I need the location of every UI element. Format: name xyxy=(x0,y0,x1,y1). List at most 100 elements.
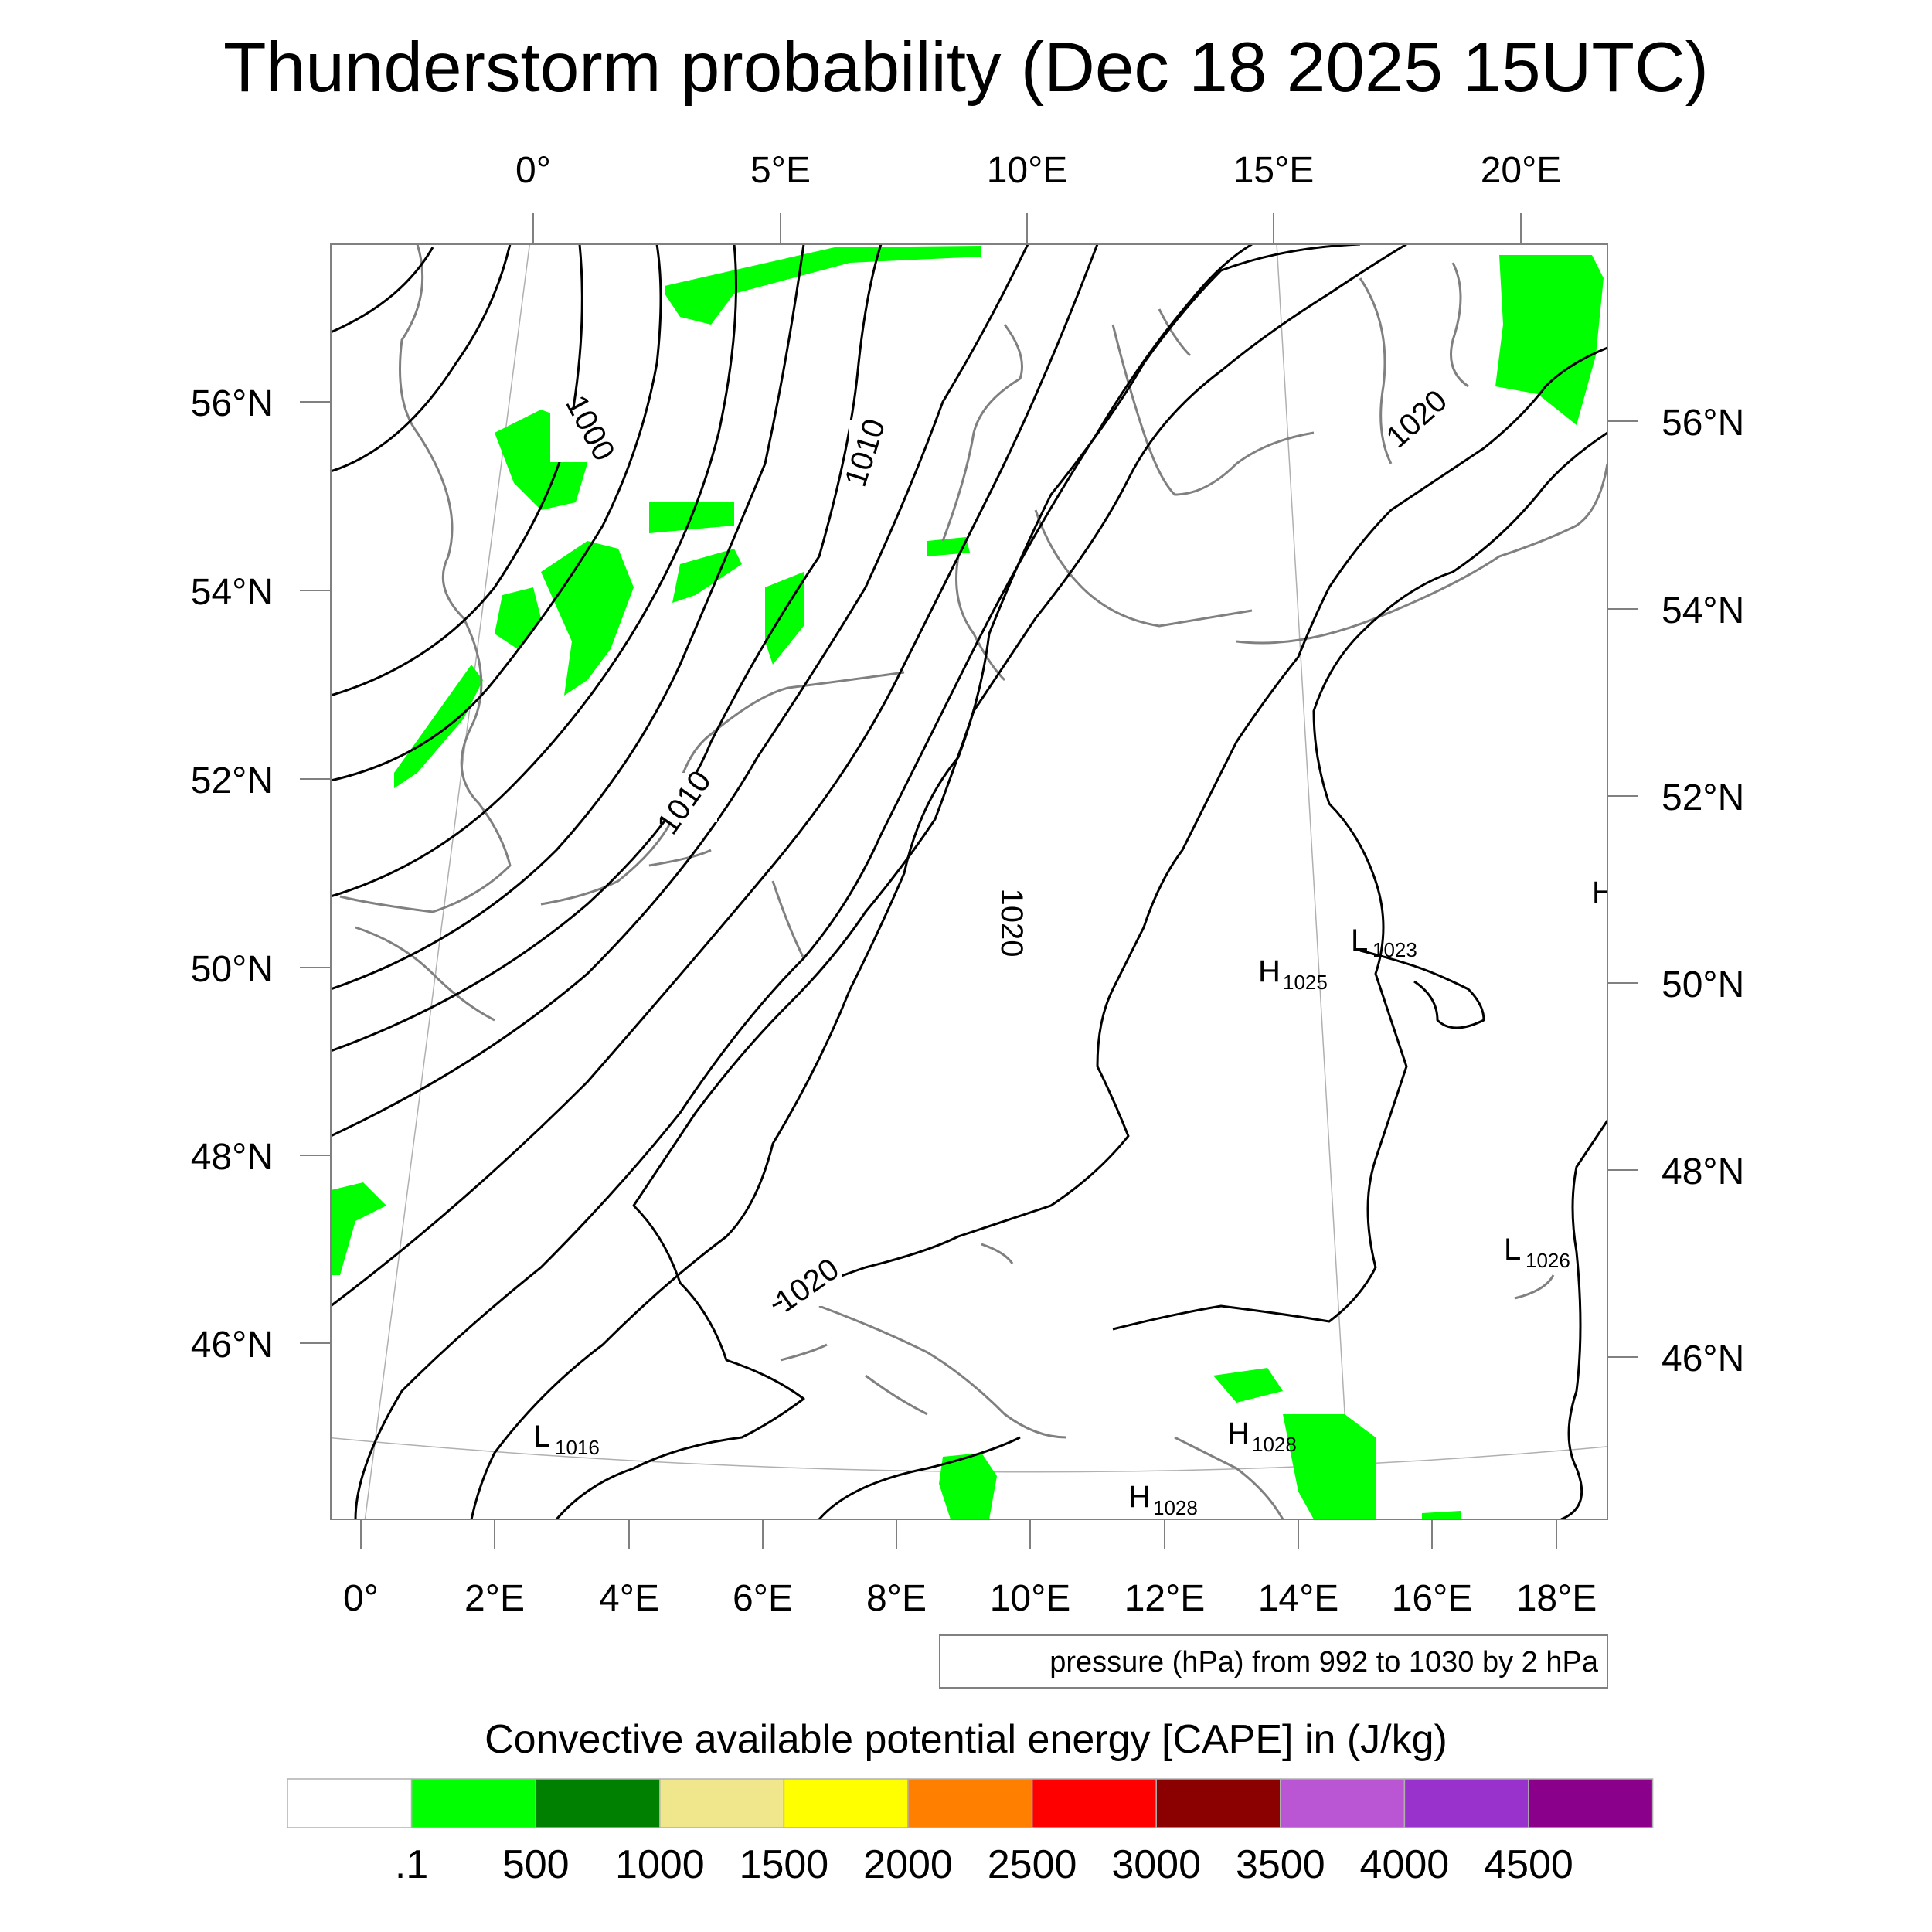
tick-label: 48°N xyxy=(1662,1151,1744,1192)
colorbar-label: 4000 xyxy=(1360,1842,1450,1887)
bottom-lon-axis xyxy=(360,1519,1557,1549)
high-center: H 1025 xyxy=(1258,954,1328,994)
colorbar-label: 4500 xyxy=(1484,1842,1573,1887)
colorbar-label: 3500 xyxy=(1236,1842,1325,1887)
isobars xyxy=(331,244,1607,1519)
isobar-label: 1020 xyxy=(995,889,1029,957)
tick-label: 54°N xyxy=(1662,590,1744,631)
colorbar-labels: .1 500 1000 1500 2000 2500 3000 3500 4000 4500 xyxy=(395,1842,1573,1887)
tick-label: 48°N xyxy=(191,1137,274,1178)
high-center: H xyxy=(1592,876,1614,910)
colorbar-box xyxy=(783,1778,909,1828)
colorbar-box xyxy=(1528,1778,1654,1828)
svg-text:1025: 1025 xyxy=(1283,971,1328,994)
map-content: 1000 1010 1020 1010 1020 1020 L 1023 xyxy=(331,244,1614,1519)
tick-label: 46°N xyxy=(1662,1338,1744,1379)
tick-label: 50°N xyxy=(1662,964,1744,1005)
pressure-centers: L 1023 H 1025 L 1026 L 1016 H 1028 xyxy=(533,876,1614,1519)
tick-label: 10°E xyxy=(987,150,1068,191)
coastlines xyxy=(339,244,1607,1519)
top-lon-labels: 0° 5°E 10°E 15°E 20°E xyxy=(515,150,1561,191)
cape-area xyxy=(665,246,981,325)
svg-text:1016: 1016 xyxy=(555,1436,600,1459)
contour-info-box: pressure (hPa) from 992 to 1030 by 2 hPa xyxy=(939,1634,1608,1689)
tick-label: 56°N xyxy=(1662,403,1744,444)
cape-area xyxy=(927,537,970,556)
tick-label: 6°E xyxy=(733,1578,793,1619)
svg-text:H: H xyxy=(1592,876,1614,910)
svg-text:1026: 1026 xyxy=(1526,1249,1570,1272)
cape-area xyxy=(495,587,541,649)
low-center: L 1016 xyxy=(533,1420,600,1459)
tick-label: 14°E xyxy=(1258,1578,1339,1619)
tick-label: 15°E xyxy=(1233,150,1315,191)
tick-label: 52°N xyxy=(191,760,274,801)
right-lat-labels: 56°N 54°N 52°N 50°N 48°N 46°N xyxy=(1662,403,1744,1379)
tick-label: 16°E xyxy=(1392,1578,1473,1619)
tick-label: 46°N xyxy=(191,1325,274,1366)
bottom-lon-labels: 0° 2°E 4°E 6°E 8°E 10°E 12°E 14°E 16°E 1… xyxy=(343,1578,1597,1619)
tick-label: 10°E xyxy=(990,1578,1071,1619)
colorbar-label: 500 xyxy=(502,1842,570,1887)
colorbar-label: 2000 xyxy=(863,1842,953,1887)
colorbar: Convective available potential energy [C… xyxy=(287,1717,1654,1887)
cape-area xyxy=(1495,255,1604,425)
colorbar-box xyxy=(535,1778,661,1828)
cape-area xyxy=(1213,1368,1283,1403)
tick-label: 4°E xyxy=(599,1578,659,1619)
high-center: H 1028 xyxy=(1128,1480,1198,1519)
colorbar-box xyxy=(659,1778,785,1828)
tick-label: 5°E xyxy=(750,150,811,191)
high-center: H 1028 xyxy=(1227,1417,1297,1456)
colorbar-label: .1 xyxy=(395,1842,428,1887)
tick-label: 18°E xyxy=(1516,1578,1597,1619)
map-panel: 1000 1010 1020 1010 1020 1020 L 1023 xyxy=(191,150,1745,1619)
tick-label: 56°N xyxy=(191,383,274,424)
svg-text:H: H xyxy=(1227,1417,1250,1451)
right-lat-axis xyxy=(1607,420,1638,1358)
cape-area xyxy=(331,1182,386,1275)
colorbar-boxes xyxy=(287,1778,1654,1828)
svg-text:1023: 1023 xyxy=(1372,938,1417,961)
tick-label: 12°E xyxy=(1124,1578,1206,1619)
colorbar-title: Convective available potential energy [C… xyxy=(485,1717,1447,1762)
tick-label: 0° xyxy=(343,1578,379,1619)
page-title: Thunderstorm probability (Dec 18 2025 15… xyxy=(223,29,1709,107)
tick-label: 54°N xyxy=(191,572,274,613)
colorbar-box xyxy=(287,1778,413,1828)
tick-label: 8°E xyxy=(866,1578,927,1619)
svg-text:H: H xyxy=(1258,954,1281,988)
svg-text:H: H xyxy=(1128,1480,1151,1514)
cape-area xyxy=(541,541,634,696)
tick-label: 52°N xyxy=(1662,777,1744,818)
cape-area xyxy=(1422,1511,1461,1519)
low-center: L 1023 xyxy=(1351,923,1417,961)
colorbar-box xyxy=(410,1778,536,1828)
contour-info-text: pressure (hPa) from 992 to 1030 by 2 hPa xyxy=(1049,1646,1599,1679)
top-lon-axis xyxy=(532,213,1522,244)
cape-area xyxy=(394,665,483,788)
map-border xyxy=(330,243,1608,1520)
cape-area xyxy=(1283,1414,1376,1519)
tick-label: 0° xyxy=(515,150,551,191)
svg-text:1028: 1028 xyxy=(1153,1496,1198,1519)
colorbar-box xyxy=(907,1778,1033,1828)
colorbar-box xyxy=(1155,1778,1281,1828)
svg-text:1028: 1028 xyxy=(1252,1433,1297,1456)
low-center: L 1026 xyxy=(1504,1233,1570,1272)
left-lat-axis xyxy=(300,401,331,1344)
tick-label: 2°E xyxy=(464,1578,525,1619)
svg-text:L: L xyxy=(533,1420,550,1454)
svg-text:L: L xyxy=(1351,923,1368,957)
cape-area xyxy=(672,549,742,603)
svg-text:L: L xyxy=(1504,1233,1521,1267)
tick-label: 50°N xyxy=(191,949,274,990)
colorbar-label: 3000 xyxy=(1111,1842,1201,1887)
colorbar-box xyxy=(1403,1778,1529,1828)
left-lat-labels: 56°N 54°N 52°N 50°N 48°N 46°N xyxy=(191,383,274,1366)
cape-area xyxy=(765,572,804,665)
cape-area xyxy=(939,1453,997,1519)
colorbar-label: 1500 xyxy=(740,1842,829,1887)
tick-label: 20°E xyxy=(1481,150,1562,191)
